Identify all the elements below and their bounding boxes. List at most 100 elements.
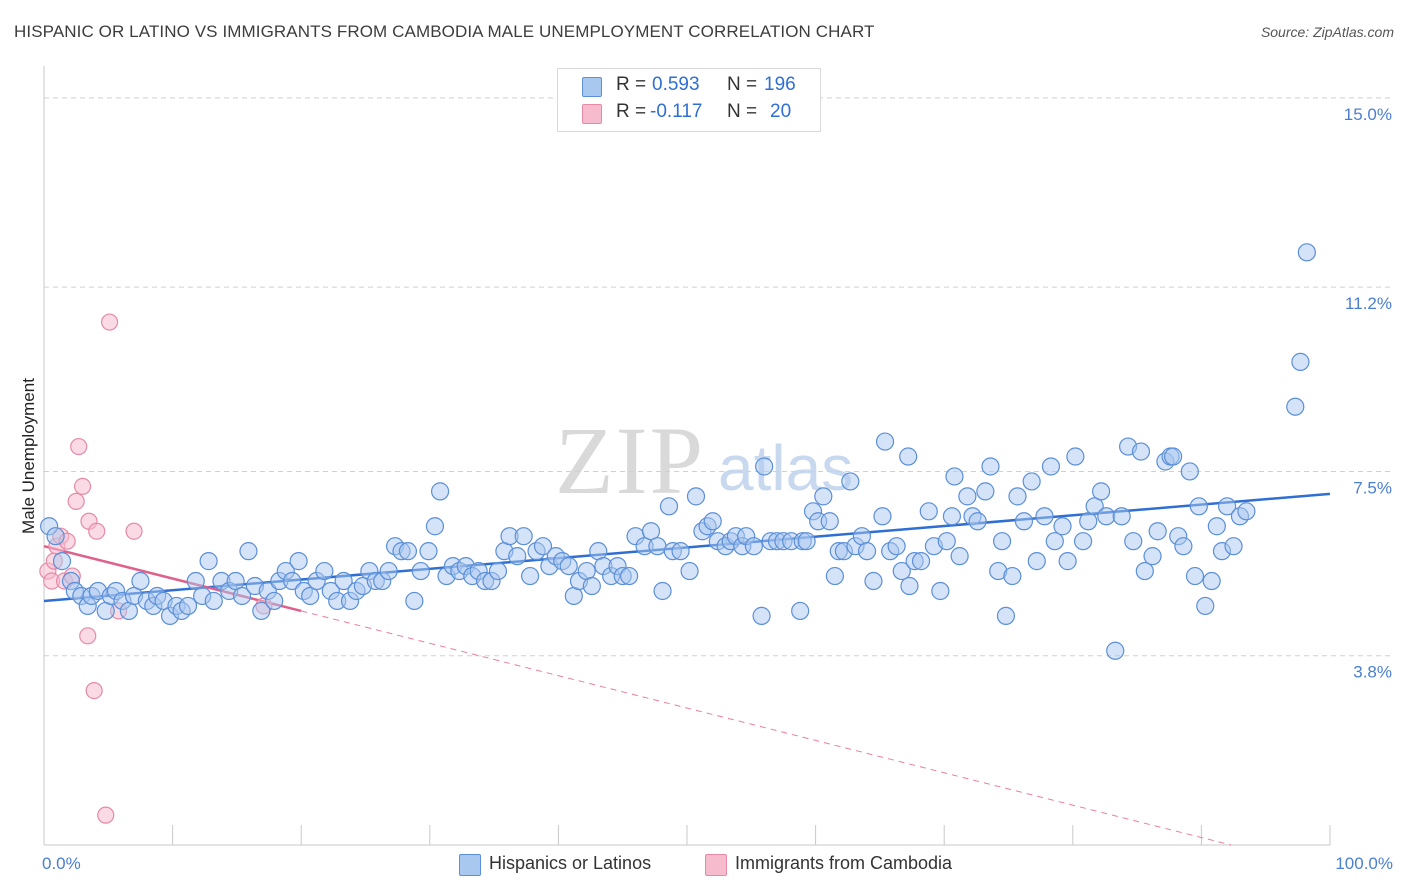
legend-r-label: R = [616, 74, 647, 95]
legend-r-label: R = [616, 101, 647, 122]
hispanic-point [648, 537, 667, 556]
hispanic-point [686, 487, 706, 506]
hispanic-point [620, 566, 639, 586]
tick-labels: 3.8% 7.5% 11.2% 15.0% 0.0% 100.0% [42, 105, 1393, 873]
hispanic-point [1045, 532, 1064, 551]
hispanic-point [992, 532, 1012, 551]
hispanic-point [1106, 641, 1125, 660]
hispanic-point [1066, 447, 1085, 466]
cambodia-point [88, 522, 106, 540]
legend-n-value: 20 [770, 101, 792, 122]
hispanic-point [178, 596, 198, 616]
bottom-legend-label: Hispanics or Latinos [489, 853, 652, 873]
hispanic-point [411, 561, 430, 581]
y-tick-label: 15.0% [1344, 105, 1392, 124]
hispanic-point [864, 571, 883, 591]
hispanic-point [1297, 243, 1316, 262]
hispanic-point [514, 527, 533, 546]
correlation-legend: R = 0.593 N = 196 R = -0.117 N = 20 [557, 68, 821, 132]
hispanic-point [996, 606, 1016, 625]
hispanic-point [430, 482, 450, 501]
cambodia-point [97, 806, 115, 824]
hispanic-point [814, 487, 833, 506]
hispanic-point [425, 517, 445, 536]
hispanic-point [671, 542, 690, 561]
hispanic-point [1131, 442, 1151, 461]
cambodia-point [85, 682, 103, 700]
hispanic-point [744, 537, 763, 556]
hispanic-point [659, 497, 679, 516]
hispanic-point [1035, 507, 1054, 526]
hispanic-point [582, 576, 601, 596]
hispanic-point [1041, 457, 1061, 476]
hispanic-point [419, 542, 438, 561]
hispanic-point [1180, 462, 1199, 481]
x-tick-label: 0.0% [42, 854, 81, 873]
hispanic-point [1189, 497, 1208, 516]
hispanic-point [976, 482, 995, 501]
hispanic-point [1143, 547, 1162, 566]
hispanic-point [937, 532, 956, 551]
hispanic-point [1135, 561, 1154, 581]
hispanic-point [1207, 517, 1226, 536]
hispanic-point [857, 542, 877, 561]
hispanic-point [1148, 522, 1167, 541]
hispanic-point [334, 571, 353, 591]
watermark-atlas: atlas [718, 432, 853, 504]
cambodia-point [70, 437, 88, 456]
legend-r-value: 0.593 [652, 74, 700, 95]
hispanic-point [1058, 552, 1077, 571]
x-tick-label: 100.0% [1335, 854, 1393, 873]
hispanic-point [199, 552, 218, 571]
hispanic-point [204, 591, 223, 611]
chart-title: HISPANIC OR LATINO VS IMMIGRANTS FROM CA… [14, 22, 875, 41]
bottom-legend-swatch-blue [459, 854, 481, 876]
hispanic-point [1014, 512, 1034, 531]
hispanic-point [1164, 447, 1183, 466]
hispanic-point [315, 561, 334, 581]
chart-source: Source: ZipAtlas.com [1260, 24, 1394, 40]
hispanic-point [981, 457, 1000, 476]
hispanic-point [1218, 497, 1237, 516]
hispanic-point [1196, 596, 1215, 616]
cambodia-point [73, 477, 92, 496]
hispanic-point [521, 566, 540, 586]
legend-n-label: N = [727, 74, 758, 95]
hispanic-point [1079, 512, 1098, 531]
hispanic-point [301, 586, 320, 606]
hispanic-point [919, 502, 938, 521]
hispanic-point [950, 547, 969, 566]
hispanic-point [232, 586, 252, 606]
hispanic-point [755, 457, 774, 476]
hispanic-point [942, 507, 962, 526]
hispanic-point [945, 467, 964, 486]
hispanic-point [1053, 517, 1072, 536]
hispanic-point [873, 507, 892, 526]
hispanic-point [892, 561, 911, 581]
hispanic-point [1237, 502, 1256, 521]
hispanic-point [1291, 352, 1310, 371]
cambodia-point [125, 522, 143, 540]
hispanic-point [508, 547, 527, 566]
bottom-legend-label: Immigrants from Cambodia [735, 853, 953, 873]
hispanic-point [405, 591, 424, 611]
hispanic-point [186, 571, 205, 591]
hispanic-point [1027, 552, 1046, 571]
hispanic-point [752, 606, 771, 625]
legend-n-label: N = [727, 101, 758, 122]
hispanic-point [1174, 537, 1193, 556]
hispanic-point [131, 571, 150, 591]
hispanic-point [46, 527, 65, 546]
hispanic-point [1003, 566, 1022, 586]
hispanic-point [52, 552, 72, 571]
hispanic-point [1124, 532, 1143, 551]
axes [43, 66, 1331, 846]
y-axis-label: Male Unemployment [19, 378, 38, 534]
hispanic-point [1185, 566, 1205, 586]
hispanic-point [1091, 482, 1111, 501]
legend-swatch-blue [582, 77, 602, 97]
hispanic-point [239, 542, 258, 561]
hispanic-point [958, 487, 977, 506]
legend-swatch-pink [582, 104, 602, 124]
